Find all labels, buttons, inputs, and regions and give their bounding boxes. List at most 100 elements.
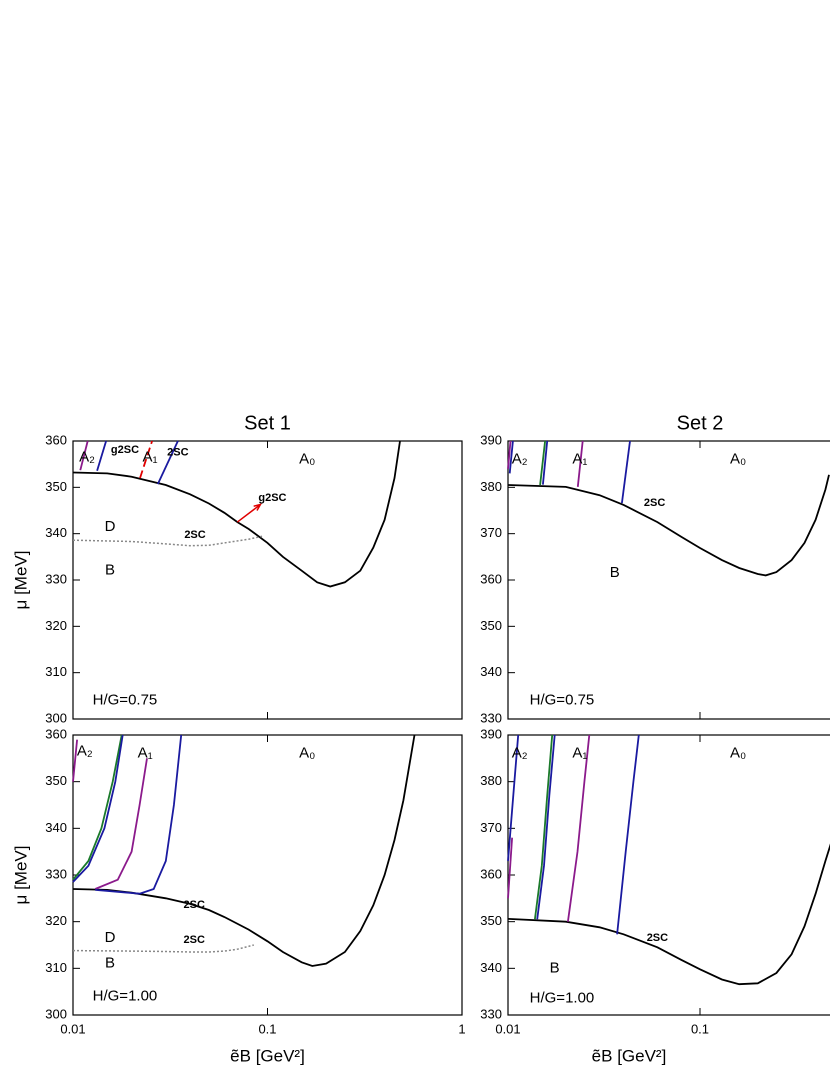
curve [72,440,401,588]
y-tick-label: 380 [480,773,502,788]
y-tick-label: 330 [480,710,502,725]
annotation: 2SC [647,932,668,944]
annotation: g2SC [258,492,286,504]
y-tick-label: 350 [45,773,67,788]
curve [576,440,584,487]
x-tick-label: 0.01 [495,1021,520,1036]
annotation: g2SC [111,444,139,456]
x-tick-label: 0.1 [691,1021,709,1036]
panel-title: Set 1 [244,412,291,434]
annotation: B [105,955,115,972]
y-tick-label: 300 [45,710,67,725]
curve [507,837,513,899]
annotation: B [105,562,115,579]
curve [536,734,556,920]
annotation: A₀ [299,745,315,762]
curve [72,739,78,782]
y-tick-label: 360 [45,726,67,741]
y-tick-label: 340 [480,960,502,975]
annotation: B [550,959,560,976]
curve [534,734,554,920]
annotation: A₀ [730,745,746,762]
curve [507,474,830,577]
y-tick-label: 330 [480,1006,502,1021]
y-tick-label: 320 [45,618,67,633]
y-tick-label: 360 [480,571,502,586]
curve [72,535,264,547]
annotation: A₁ [138,745,153,762]
y-tick-label: 340 [45,525,67,540]
annotation: H/G=1.00 [530,990,595,1007]
annotation: A₁ [572,451,587,468]
annotation: H/G=0.75 [93,691,158,708]
curve [139,440,153,479]
x-tick-label: 0.1 [258,1021,276,1036]
y-tick-label: 380 [480,479,502,494]
annotation: A₂ [77,742,93,759]
annotation: 2SC [644,497,665,509]
annotation: A₁ [143,449,158,466]
annotation: D [105,518,116,535]
annotation: A₀ [730,451,746,468]
x-tick-label: 1 [458,1021,465,1036]
y-tick-label: 330 [45,866,67,881]
curve [94,758,148,890]
y-tick-label: 310 [45,664,67,679]
curve [72,734,416,967]
y-tick-label: 390 [480,726,502,741]
annotation: A₂ [512,745,528,762]
y-tick-label: 370 [480,820,502,835]
y-axis-label: μ [MeV] [11,551,30,610]
y-tick-label: 310 [45,960,67,975]
curve [72,944,254,953]
x-axis-label: ẽB [GeV²] [592,1046,667,1065]
plot-frame [72,734,463,1016]
annotation: A₂ [512,451,528,468]
annotation-arrow [236,503,262,523]
annotation: H/G=0.75 [530,691,595,708]
y-tick-label: 350 [45,479,67,494]
curve [507,734,520,862]
y-tick-label: 350 [480,618,502,633]
curve [508,440,514,474]
y-tick-label: 360 [45,432,67,447]
y-tick-label: 390 [480,432,502,447]
x-axis-label: ẽB [GeV²] [230,1046,305,1065]
y-tick-label: 360 [480,866,502,881]
annotation: 2SC [184,899,205,911]
curve [542,440,549,485]
curve [621,440,631,504]
y-tick-label: 370 [480,525,502,540]
x-tick-label: 0.01 [60,1021,85,1036]
annotation: B [610,564,620,581]
curve [616,734,640,935]
y-tick-label: 340 [480,664,502,679]
curve [507,843,830,986]
y-tick-label: 340 [45,820,67,835]
annotation: A₂ [79,449,95,466]
curve [95,734,183,895]
curve [72,734,123,881]
y-axis-label: μ [MeV] [11,846,30,905]
plot-frame [507,440,830,720]
y-tick-label: 320 [45,913,67,928]
plot-frame [72,440,463,720]
curve [72,734,124,883]
annotation: 2SC [184,529,205,541]
y-tick-label: 300 [45,1006,67,1021]
panel-title: Set 2 [677,412,724,434]
curve [507,440,512,469]
y-tick-label: 350 [480,913,502,928]
annotation: A₁ [572,745,587,762]
annotation: 2SC [184,934,205,946]
curve [79,440,89,471]
curve [539,440,546,486]
y-tick-label: 330 [45,571,67,586]
curve [567,734,591,922]
annotation: H/G=1.00 [93,987,158,1004]
annotation: 2SC [167,446,188,458]
curve [96,440,107,471]
annotation: D [105,929,116,946]
annotation: A₀ [299,451,315,468]
